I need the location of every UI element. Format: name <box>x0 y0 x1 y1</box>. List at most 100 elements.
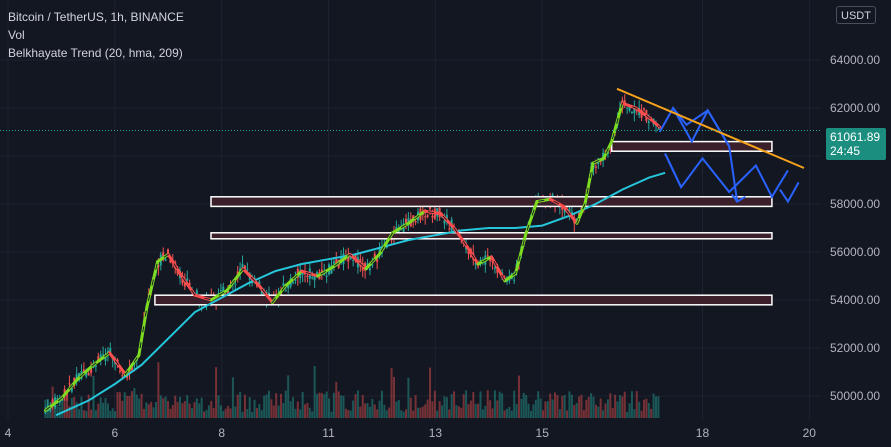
volume-bar <box>337 391 340 418</box>
volume-bar <box>121 400 124 418</box>
candle-body <box>68 383 71 385</box>
volume-bar <box>179 396 182 418</box>
candle-body <box>243 265 246 269</box>
candle-body <box>623 100 626 105</box>
candle-body <box>306 275 309 278</box>
volume-bar <box>412 410 415 418</box>
candle-body <box>465 246 468 250</box>
volume-bar <box>272 405 275 418</box>
volume-bar <box>585 399 588 418</box>
trend-segment <box>225 267 245 292</box>
volume-bar <box>289 401 292 418</box>
price-zone <box>210 196 773 208</box>
volume-bar <box>87 394 90 418</box>
candle-body <box>320 269 323 273</box>
volume-bar <box>582 410 585 418</box>
volume-bar <box>498 391 501 418</box>
currency-button[interactable]: USDT <box>836 6 876 24</box>
x-tick-label: 20 <box>803 426 817 440</box>
volume-bar <box>99 397 102 418</box>
candle-body <box>448 228 451 230</box>
volume-bar <box>469 400 472 418</box>
candle-body <box>164 259 167 261</box>
volume-bar <box>642 399 645 418</box>
volume-bar <box>474 403 477 418</box>
y-tick-label: 50000.00 <box>830 389 880 403</box>
volume-bar <box>388 407 391 418</box>
candle-body <box>335 259 338 264</box>
volume-bar <box>128 395 131 418</box>
volume-bar <box>484 405 487 418</box>
indicator-label[interactable]: Belkhayate Trend (20, hma, 209) <box>8 46 183 60</box>
candle-body <box>568 208 571 212</box>
volume-bar <box>443 396 446 418</box>
candle-body <box>82 369 85 373</box>
bar-countdown: 24:45 <box>830 144 861 158</box>
volume-bar <box>486 390 489 418</box>
symbol-title[interactable]: Bitcoin / TetherUS, 1h, BINANCE <box>8 10 184 24</box>
volume-bar <box>510 410 513 418</box>
volume-bar <box>154 401 157 418</box>
volume-bar <box>481 409 484 418</box>
candle-body <box>443 220 446 224</box>
volume-bar <box>114 411 117 418</box>
volume-bar <box>275 393 278 418</box>
volume-bar <box>638 401 641 418</box>
volume-bar <box>97 403 100 418</box>
volume-label[interactable]: Vol <box>8 28 25 42</box>
volume-bar <box>431 401 434 418</box>
volume-bar <box>159 395 162 418</box>
volume-bar <box>169 408 172 418</box>
volume-bar <box>349 410 352 418</box>
volume-bar <box>364 403 367 418</box>
volume-bar <box>542 410 545 418</box>
y-tick-label: 64000.00 <box>830 53 880 67</box>
candle-body <box>347 254 350 262</box>
volume-bar <box>385 410 388 418</box>
volume-bar <box>426 399 429 418</box>
resistance-trendline <box>616 87 805 169</box>
volume-bar <box>453 391 456 418</box>
volume-bar <box>217 395 220 418</box>
volume-bar <box>573 405 576 418</box>
volume-bar <box>164 396 167 418</box>
volume-bar <box>421 406 424 418</box>
x-tick-label: 13 <box>429 426 443 440</box>
volume-bar <box>236 394 239 418</box>
volume-bar <box>109 410 112 418</box>
price-zone <box>210 232 773 240</box>
volume-bar <box>397 399 400 418</box>
volume-bar <box>626 411 629 418</box>
volume-bar <box>556 395 559 418</box>
candle-body <box>563 208 566 213</box>
volume-bar <box>568 391 571 418</box>
volume-bar <box>85 410 88 418</box>
volume-bar <box>152 407 155 418</box>
volume-bar <box>465 390 468 418</box>
volume-bar <box>231 377 234 418</box>
candle-body <box>121 375 124 377</box>
volume-bar <box>140 393 143 418</box>
volume-bar <box>335 381 338 418</box>
volume-bar <box>366 403 369 418</box>
candle-body <box>474 262 477 265</box>
candle-body <box>479 259 482 262</box>
volume-bar <box>205 409 208 418</box>
volume-bar <box>580 394 583 418</box>
volume-bar <box>210 400 213 418</box>
volume-bar <box>347 410 350 418</box>
x-tick-label: 18 <box>696 426 710 440</box>
candle-body <box>352 259 355 261</box>
volume-bar <box>368 406 371 418</box>
volume-bar <box>150 401 153 418</box>
volume-bar <box>527 403 530 418</box>
volume-bar <box>320 392 323 418</box>
volume-bar <box>102 402 105 418</box>
candle-body <box>104 356 107 361</box>
candle-body <box>130 366 133 371</box>
volume-bar <box>181 403 184 418</box>
volume-bar <box>78 409 81 418</box>
candle-body <box>431 216 434 218</box>
volume-bar <box>383 404 386 418</box>
